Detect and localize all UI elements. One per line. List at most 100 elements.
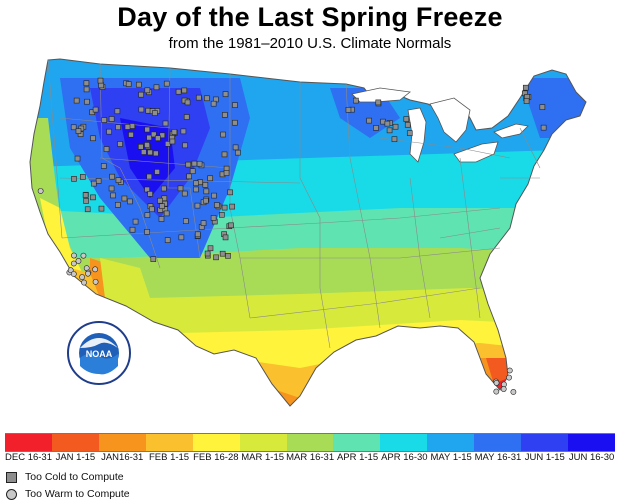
too-cold-marker	[150, 131, 157, 138]
noaa-logo-icon: NOAA	[67, 321, 131, 385]
too-cold-marker	[228, 222, 234, 229]
too-warm-marker	[70, 271, 77, 277]
zone-ca-central	[40, 198, 90, 293]
page-subtitle: from the 1981–2010 U.S. Climate Normals	[168, 35, 452, 52]
too-warm-marker	[75, 258, 82, 264]
too-cold-marker	[221, 204, 228, 211]
too-cold-marker	[146, 134, 152, 141]
legend-too-cold: Too Cold to Compute	[6, 471, 124, 483]
scale-label-9: MAY 1-15	[430, 452, 472, 463]
too-cold-marker	[222, 234, 229, 241]
too-cold-marker	[222, 91, 229, 97]
too-cold-marker	[100, 163, 107, 169]
too-warm-marker	[92, 278, 99, 285]
scale-swatch-5	[239, 434, 287, 451]
too-cold-marker	[178, 234, 185, 241]
too-cold-marker	[177, 185, 184, 192]
too-cold-marker	[136, 81, 142, 88]
too-cold-marker	[115, 177, 122, 183]
too-warm-marker	[67, 267, 74, 274]
too-cold-marker	[373, 125, 379, 131]
state-border-line	[299, 82, 331, 349]
state-border-line	[47, 59, 63, 239]
too-cold-marker	[121, 195, 128, 202]
scale-swatch-12	[568, 434, 615, 451]
scale-label-4: FEB 16-28	[193, 452, 239, 463]
too-cold-marker	[71, 176, 77, 182]
legend-too-cold-label: Too Cold to Compute	[25, 471, 124, 483]
state-border-line	[59, 117, 171, 129]
state-border-line	[345, 83, 381, 329]
too-cold-marker	[232, 102, 238, 108]
too-warm-marker	[506, 374, 512, 381]
too-cold-marker	[204, 250, 211, 257]
too-cold-marker	[83, 198, 89, 204]
too-cold-marker	[98, 205, 105, 212]
too-cold-marker	[225, 253, 231, 259]
too-cold-marker	[366, 117, 372, 124]
too-cold-marker	[200, 220, 207, 226]
too-cold-marker	[540, 124, 547, 131]
too-cold-marker	[144, 126, 151, 133]
too-cold-marker	[144, 87, 151, 94]
too-cold-marker	[144, 229, 150, 235]
too-cold-marker	[184, 99, 191, 106]
too-cold-marker	[129, 123, 136, 129]
too-cold-marker	[375, 99, 382, 106]
too-cold-marker	[392, 123, 399, 130]
scale-swatch-1	[51, 434, 99, 451]
scale-swatch-7	[333, 434, 381, 451]
too-cold-marker	[157, 197, 163, 204]
too-cold-marker	[75, 128, 82, 134]
state-border-line	[519, 127, 541, 169]
too-cold-marker	[220, 131, 226, 138]
too-cold-marker	[70, 124, 77, 131]
too-warm-marker	[79, 274, 85, 280]
scale-swatch-11	[521, 434, 569, 451]
too-cold-marker	[110, 192, 116, 199]
state-border-line	[99, 157, 231, 169]
square-marker-icon	[6, 471, 17, 483]
scale-label-11: JUN 1-15	[524, 452, 565, 463]
too-cold-marker	[186, 173, 192, 180]
too-cold-marker	[158, 216, 165, 222]
too-cold-marker	[214, 202, 220, 208]
too-cold-marker	[189, 168, 196, 175]
too-cold-marker	[106, 128, 112, 135]
too-warm-marker	[37, 188, 44, 194]
too-cold-marker	[171, 129, 178, 135]
too-cold-marker	[406, 130, 413, 136]
too-cold-marker	[222, 112, 228, 118]
page-title: Day of the Last Spring Freeze	[117, 2, 503, 32]
too-cold-marker	[227, 189, 233, 196]
too-cold-marker	[169, 138, 176, 145]
too-cold-marker	[84, 98, 90, 105]
too-cold-marker	[153, 150, 159, 157]
too-cold-marker	[345, 106, 352, 113]
too-cold-marker	[164, 141, 171, 147]
too-cold-marker	[163, 210, 170, 217]
too-warm-marker	[510, 389, 517, 395]
too-cold-marker	[73, 97, 80, 104]
too-cold-marker	[149, 206, 155, 213]
scale-swatch-0	[5, 434, 52, 451]
too-cold-marker	[147, 149, 153, 156]
too-cold-marker	[132, 218, 139, 225]
too-warm-marker	[71, 252, 77, 259]
too-warm-marker	[493, 388, 500, 395]
scale-swatch-2	[98, 434, 146, 451]
too-cold-marker	[211, 192, 217, 199]
too-cold-marker	[154, 169, 160, 175]
scale-label-0: DEC 16-31	[5, 452, 52, 463]
too-cold-marker	[138, 91, 144, 98]
too-cold-marker	[74, 155, 81, 162]
too-cold-marker	[196, 160, 203, 167]
too-cold-marker	[103, 146, 110, 152]
too-cold-marker	[182, 142, 188, 149]
too-cold-marker	[523, 98, 530, 104]
scale-label-10: MAY 16-31	[474, 452, 522, 463]
too-cold-marker	[115, 124, 121, 131]
scale-swatch-8	[380, 434, 428, 451]
scale-label-8: APR 16-30	[381, 452, 428, 463]
too-cold-marker	[210, 100, 217, 107]
